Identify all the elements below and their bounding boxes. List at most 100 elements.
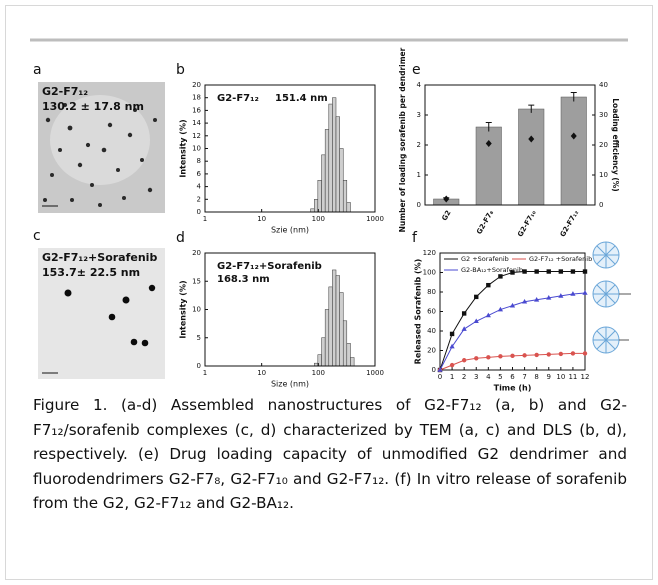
point — [558, 269, 564, 274]
y-tick-label: 10 — [599, 171, 608, 179]
dendrimer-icons — [592, 241, 631, 354]
y-tick-label: 30 — [599, 111, 608, 119]
point — [534, 352, 539, 358]
annotation-size: 151.4 nm — [275, 93, 328, 104]
y-tick-label: 3 — [417, 111, 421, 119]
histogram-bar — [342, 320, 348, 367]
point — [522, 269, 527, 274]
histogram-bar — [346, 202, 351, 213]
histogram-bar — [328, 103, 333, 213]
panel-label: b — [176, 62, 185, 78]
point — [461, 358, 467, 363]
bar — [518, 108, 545, 206]
error-bar — [528, 104, 535, 113]
point — [558, 293, 564, 298]
y-tick-label: 120 — [423, 249, 436, 257]
legend-label: G2-F7₁₂ +Sorafenib — [529, 255, 592, 263]
histogram-bar — [346, 343, 351, 367]
histogram-bar — [339, 292, 344, 367]
y-tick-label: 20 — [192, 81, 201, 89]
x-tick-label: 10 — [257, 215, 266, 223]
point — [498, 274, 503, 279]
annotation: G2-F7₁₂ — [217, 93, 259, 104]
legend-label: G2-BA₁₂+Sorafenib — [461, 266, 523, 274]
point — [473, 318, 479, 324]
x-tick-label: 6 — [510, 373, 515, 381]
efficiency-marker — [570, 132, 577, 140]
x-tick-label: 7 — [522, 373, 526, 381]
error-bar — [485, 122, 492, 132]
point — [449, 343, 455, 349]
point — [497, 306, 504, 312]
x-tick-label: 8 — [534, 373, 538, 381]
efficiency-marker — [528, 135, 535, 143]
histogram-bar — [317, 180, 322, 213]
x-tick-label: 11 — [568, 373, 577, 381]
y-tick-label: 100 — [423, 269, 436, 277]
y-tick-label: 0 — [599, 201, 603, 209]
point — [510, 270, 515, 275]
particle-size: 153.7± 22.5 nm — [42, 266, 140, 279]
point — [546, 295, 552, 300]
x-tick-label: 1 — [203, 369, 207, 377]
point — [461, 311, 467, 316]
histogram-bar — [328, 286, 333, 367]
category-label: G2 — [440, 209, 452, 222]
x-tick-label: 12 — [581, 373, 590, 381]
y2-axis-label: Loading efficiency (%) — [611, 98, 620, 191]
histogram-bar — [339, 148, 344, 213]
point — [534, 297, 540, 302]
panel-label: e — [412, 62, 421, 78]
annotation: G2-F7₁₂+Sorafenib — [217, 261, 322, 272]
y-axis-label: Intensity (%) — [179, 119, 188, 177]
y-tick-label: 8 — [197, 157, 201, 165]
x-tick-label: 0 — [438, 373, 442, 381]
x-tick-label: 100 — [312, 369, 325, 377]
efficiency-marker — [485, 140, 492, 147]
y-axis-label: Released Sorafenib (%) — [414, 259, 423, 365]
y-axis-label: Number of loading sorafenib per dendrime… — [398, 47, 407, 232]
y-tick-label: 0 — [197, 208, 201, 216]
x-tick-label: 1 — [203, 215, 207, 223]
x-axis-label: Size (nm) — [271, 380, 309, 389]
y-tick-label: 5 — [197, 334, 201, 342]
point — [485, 312, 491, 318]
y-tick-label: 20 — [599, 141, 608, 149]
panel-label: c — [33, 228, 41, 244]
legend-label: G2 +Sorafenib — [461, 255, 509, 263]
y-tick-label: 40 — [599, 81, 608, 89]
y-tick-label: 1 — [417, 171, 421, 179]
histogram-bar — [321, 154, 326, 213]
category-label: G2-F7₁₂ — [559, 209, 581, 238]
panel-label: a — [33, 62, 42, 78]
y-tick-label: 0 — [432, 366, 436, 374]
y-tick-label: 40 — [427, 327, 436, 335]
histogram-bar — [332, 97, 337, 213]
particle-size: 130.2 ± 17.8 nm — [42, 100, 144, 113]
point — [449, 362, 455, 368]
y-tick-label: 20 — [427, 347, 436, 355]
point — [570, 269, 576, 274]
y-tick-label: 0 — [417, 201, 421, 209]
point — [522, 353, 527, 358]
y-tick-label: 4 — [417, 81, 422, 89]
histogram-bar — [321, 337, 326, 367]
category-label: G2-F7₁₀ — [516, 209, 538, 238]
sample-name: G2-F7₁₂ — [42, 85, 88, 98]
histogram-bar — [350, 357, 355, 367]
frame — [5, 5, 653, 580]
histogram-bar — [335, 275, 340, 367]
y-tick-label: 2 — [197, 195, 201, 203]
x-tick-label: 4 — [486, 373, 491, 381]
figure-caption: Figure 1. (a-d) Assembled nanostructures… — [33, 396, 627, 512]
x-axis-label: Time (h) — [494, 384, 532, 393]
point — [498, 354, 503, 359]
x-tick-label: 100 — [312, 215, 325, 223]
histogram-bar — [332, 269, 337, 367]
point — [582, 351, 588, 356]
histogram-bar — [324, 309, 330, 367]
histogram-bar — [342, 180, 348, 213]
point — [558, 351, 564, 357]
